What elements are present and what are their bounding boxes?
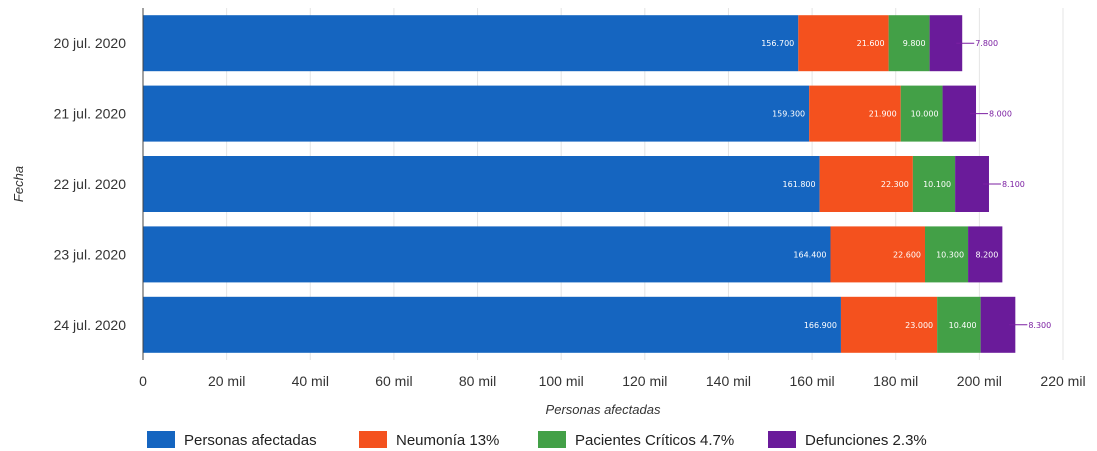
bar-segment[interactable] bbox=[143, 226, 831, 283]
data-label: 22.600 bbox=[893, 250, 921, 259]
bars bbox=[143, 15, 1016, 353]
data-label: 9.800 bbox=[903, 39, 926, 48]
data-label: 166.900 bbox=[804, 321, 837, 330]
bar-segment[interactable] bbox=[925, 226, 969, 283]
data-label: 22.300 bbox=[881, 180, 909, 189]
legend-item[interactable]: Personas afectadas bbox=[147, 431, 317, 449]
y-tick-label: 21 jul. 2020 bbox=[54, 106, 127, 122]
bar-segment[interactable] bbox=[830, 226, 925, 283]
x-tick-label: 80 mil bbox=[459, 373, 496, 389]
bar-segment[interactable] bbox=[840, 296, 938, 353]
data-labels: 156.700 21.600 9.800 7.800 159.300 21.900 10.0… bbox=[761, 39, 1051, 330]
data-label: 10.000 bbox=[911, 110, 939, 119]
legend-swatch bbox=[538, 431, 566, 448]
bar-segment[interactable] bbox=[143, 296, 841, 353]
legend-swatch bbox=[359, 431, 387, 448]
bar-segment[interactable] bbox=[143, 15, 799, 72]
data-label: 8.200 bbox=[975, 250, 998, 259]
data-label: 7.800 bbox=[975, 39, 998, 48]
x-tick-labels: 0 20 mil 40 mil 60 mil 80 mil 100 mil 120 mil 1… bbox=[139, 373, 1085, 389]
bar-segment[interactable] bbox=[809, 85, 901, 142]
legend-item[interactable]: Pacientes Críticos 4.7% bbox=[538, 431, 734, 449]
data-label: 156.700 bbox=[761, 39, 794, 48]
x-tick-label: 100 mil bbox=[539, 373, 584, 389]
legend-swatch bbox=[768, 431, 796, 448]
y-tick-label: 24 jul. 2020 bbox=[54, 317, 127, 333]
data-label: 8.100 bbox=[1002, 180, 1025, 189]
data-label: 8.000 bbox=[989, 110, 1012, 119]
x-tick-label: 60 mil bbox=[375, 373, 412, 389]
legend-label: Neumonía 13% bbox=[396, 432, 499, 449]
legend-item[interactable]: Defunciones 2.3% bbox=[768, 431, 927, 449]
data-label: 161.800 bbox=[783, 180, 816, 189]
legend-label: Personas afectadas bbox=[184, 432, 317, 449]
bar-segment[interactable] bbox=[912, 156, 956, 212]
x-axis-title: Personas afectadas bbox=[546, 402, 661, 417]
y-axis-title: Fecha bbox=[11, 166, 26, 202]
bar-segment[interactable] bbox=[968, 226, 1003, 283]
y-tick-label: 22 jul. 2020 bbox=[54, 176, 127, 192]
data-label: 8.300 bbox=[1028, 321, 1051, 330]
x-tick-label: 180 mil bbox=[873, 373, 918, 389]
bar-segment[interactable] bbox=[143, 85, 810, 142]
bar-segment[interactable] bbox=[900, 85, 943, 142]
data-label: 23.000 bbox=[905, 321, 933, 330]
x-tick-label: 220 mil bbox=[1040, 373, 1085, 389]
data-label: 10.100 bbox=[923, 180, 951, 189]
legend-item[interactable]: Neumonía 13% bbox=[359, 431, 499, 449]
data-label: 10.400 bbox=[949, 321, 977, 330]
x-tick-label: 0 bbox=[139, 373, 147, 389]
x-tick-label: 120 mil bbox=[622, 373, 667, 389]
legend-swatch bbox=[147, 431, 175, 448]
legend-label: Pacientes Críticos 4.7% bbox=[575, 432, 734, 449]
x-tick-label: 200 mil bbox=[957, 373, 1002, 389]
x-tick-label: 40 mil bbox=[292, 373, 329, 389]
bar-segment[interactable] bbox=[143, 156, 820, 212]
legend-label: Defunciones 2.3% bbox=[805, 432, 927, 449]
legend[interactable]: Personas afectadas Neumonía 13% Pacientes … bbox=[147, 431, 927, 449]
y-tick-label: 23 jul. 2020 bbox=[54, 246, 127, 262]
x-tick-label: 160 mil bbox=[790, 373, 835, 389]
data-label: 21.600 bbox=[857, 39, 885, 48]
bar-segment[interactable] bbox=[888, 15, 930, 72]
bar-segment[interactable] bbox=[798, 15, 889, 72]
data-label: 21.900 bbox=[869, 110, 897, 119]
bar-segment[interactable] bbox=[937, 296, 981, 353]
bar-segment[interactable] bbox=[819, 156, 913, 212]
y-tick-label: 20 jul. 2020 bbox=[54, 35, 127, 51]
data-label: 164.400 bbox=[793, 250, 826, 259]
data-label: 10.300 bbox=[936, 250, 964, 259]
data-label: 159.300 bbox=[772, 110, 805, 119]
y-tick-labels: 20 jul. 2020 21 jul. 2020 22 jul. 2020 23 j… bbox=[54, 35, 127, 333]
x-tick-label: 20 mil bbox=[208, 373, 245, 389]
x-tick-label: 140 mil bbox=[706, 373, 751, 389]
